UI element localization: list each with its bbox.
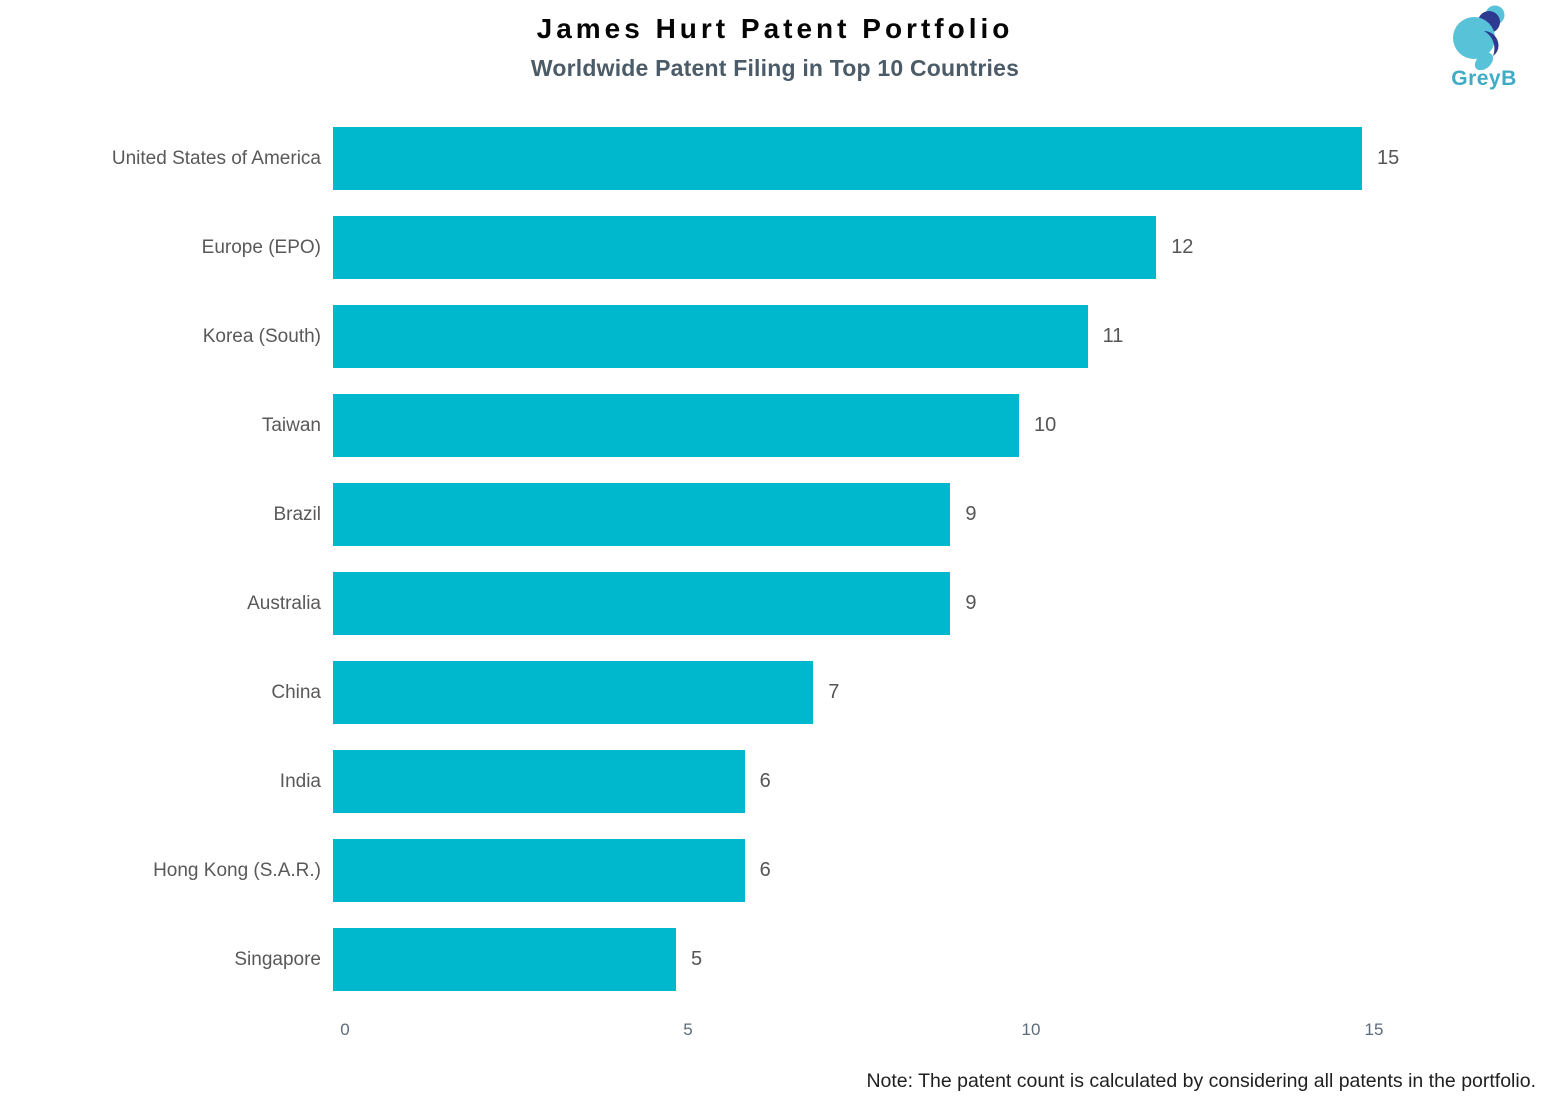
chart-row: Australia 9	[0, 559, 1550, 648]
category-label: Korea (South)	[202, 325, 321, 347]
value-label: 7	[828, 681, 840, 703]
value-label: 5	[691, 948, 703, 970]
chart-row: Brazil 9	[0, 470, 1550, 559]
greyb-logo: GreyB	[1436, 4, 1532, 91]
bar	[333, 305, 1088, 368]
bar-track: 6	[333, 839, 771, 902]
value-label: 6	[759, 859, 771, 881]
bar-track: 9	[333, 572, 977, 635]
bar	[333, 483, 951, 546]
bar	[333, 216, 1157, 279]
x-axis-tick: 10	[1021, 1020, 1041, 1039]
bar	[333, 394, 1019, 457]
bar	[333, 572, 951, 635]
bar	[333, 750, 745, 813]
bar-track: 7	[333, 661, 839, 724]
bar	[333, 839, 745, 902]
x-axis-tick: 15	[1364, 1020, 1384, 1039]
category-label: Australia	[247, 592, 321, 614]
chart-row: Europe (EPO) 12	[0, 203, 1550, 292]
bar-track: 5	[333, 928, 702, 991]
chart-row: United States of America 15	[0, 114, 1550, 203]
value-label: 12	[1171, 236, 1194, 258]
category-label: Europe (EPO)	[201, 236, 321, 258]
bar-track: 10	[333, 394, 1056, 457]
category-label: Hong Kong (S.A.R.)	[153, 859, 321, 881]
category-label: United States of America	[111, 147, 321, 169]
category-label: China	[271, 681, 321, 703]
x-axis-tick: 5	[683, 1020, 693, 1039]
value-label: 9	[965, 503, 977, 525]
bar	[333, 661, 814, 724]
chart-row: China 7	[0, 648, 1550, 737]
category-label: Taiwan	[261, 414, 321, 436]
bar	[333, 928, 676, 991]
value-label: 10	[1034, 414, 1057, 436]
bar-chart: United States of America 15 Europe (EPO) 12…	[0, 114, 1550, 1044]
bar-chart-rows: United States of America 15 Europe (EPO) 12…	[0, 114, 1550, 1004]
category-label: Singapore	[234, 948, 321, 970]
value-label: 11	[1102, 325, 1124, 347]
bar-track: 15	[333, 127, 1399, 190]
x-axis-tick: 0	[340, 1020, 350, 1039]
chart-header: James Hurt Patent Portfolio Worldwide Pa…	[0, 0, 1550, 82]
bar-track: 9	[333, 483, 977, 546]
bar-track: 11	[333, 305, 1123, 368]
chart-row: Korea (South) 11	[0, 292, 1550, 381]
x-axis: 0 5 10 15	[340, 1004, 1383, 1044]
bar	[333, 127, 1362, 190]
page-subtitle: Worldwide Patent Filing in Top 10 Countr…	[530, 55, 1020, 81]
category-label: India	[279, 770, 321, 792]
category-label: Brazil	[273, 503, 321, 525]
greyb-logo-text: GreyB	[1451, 67, 1517, 90]
chart-row: Hong Kong (S.A.R.) 6	[0, 826, 1550, 915]
page-title: James Hurt Patent Portfolio	[536, 13, 1014, 44]
chart-note: Note: The patent count is calculated by …	[866, 1070, 1536, 1092]
value-label: 6	[759, 770, 771, 792]
chart-row: Taiwan 10	[0, 381, 1550, 470]
chart-row: India 6	[0, 737, 1550, 826]
bar-track: 12	[333, 216, 1193, 279]
value-label: 15	[1377, 147, 1400, 169]
chart-row: Singapore 5	[0, 915, 1550, 1004]
bar-track: 6	[333, 750, 771, 813]
value-label: 9	[965, 592, 977, 614]
greyb-logo-icon	[1453, 5, 1505, 70]
